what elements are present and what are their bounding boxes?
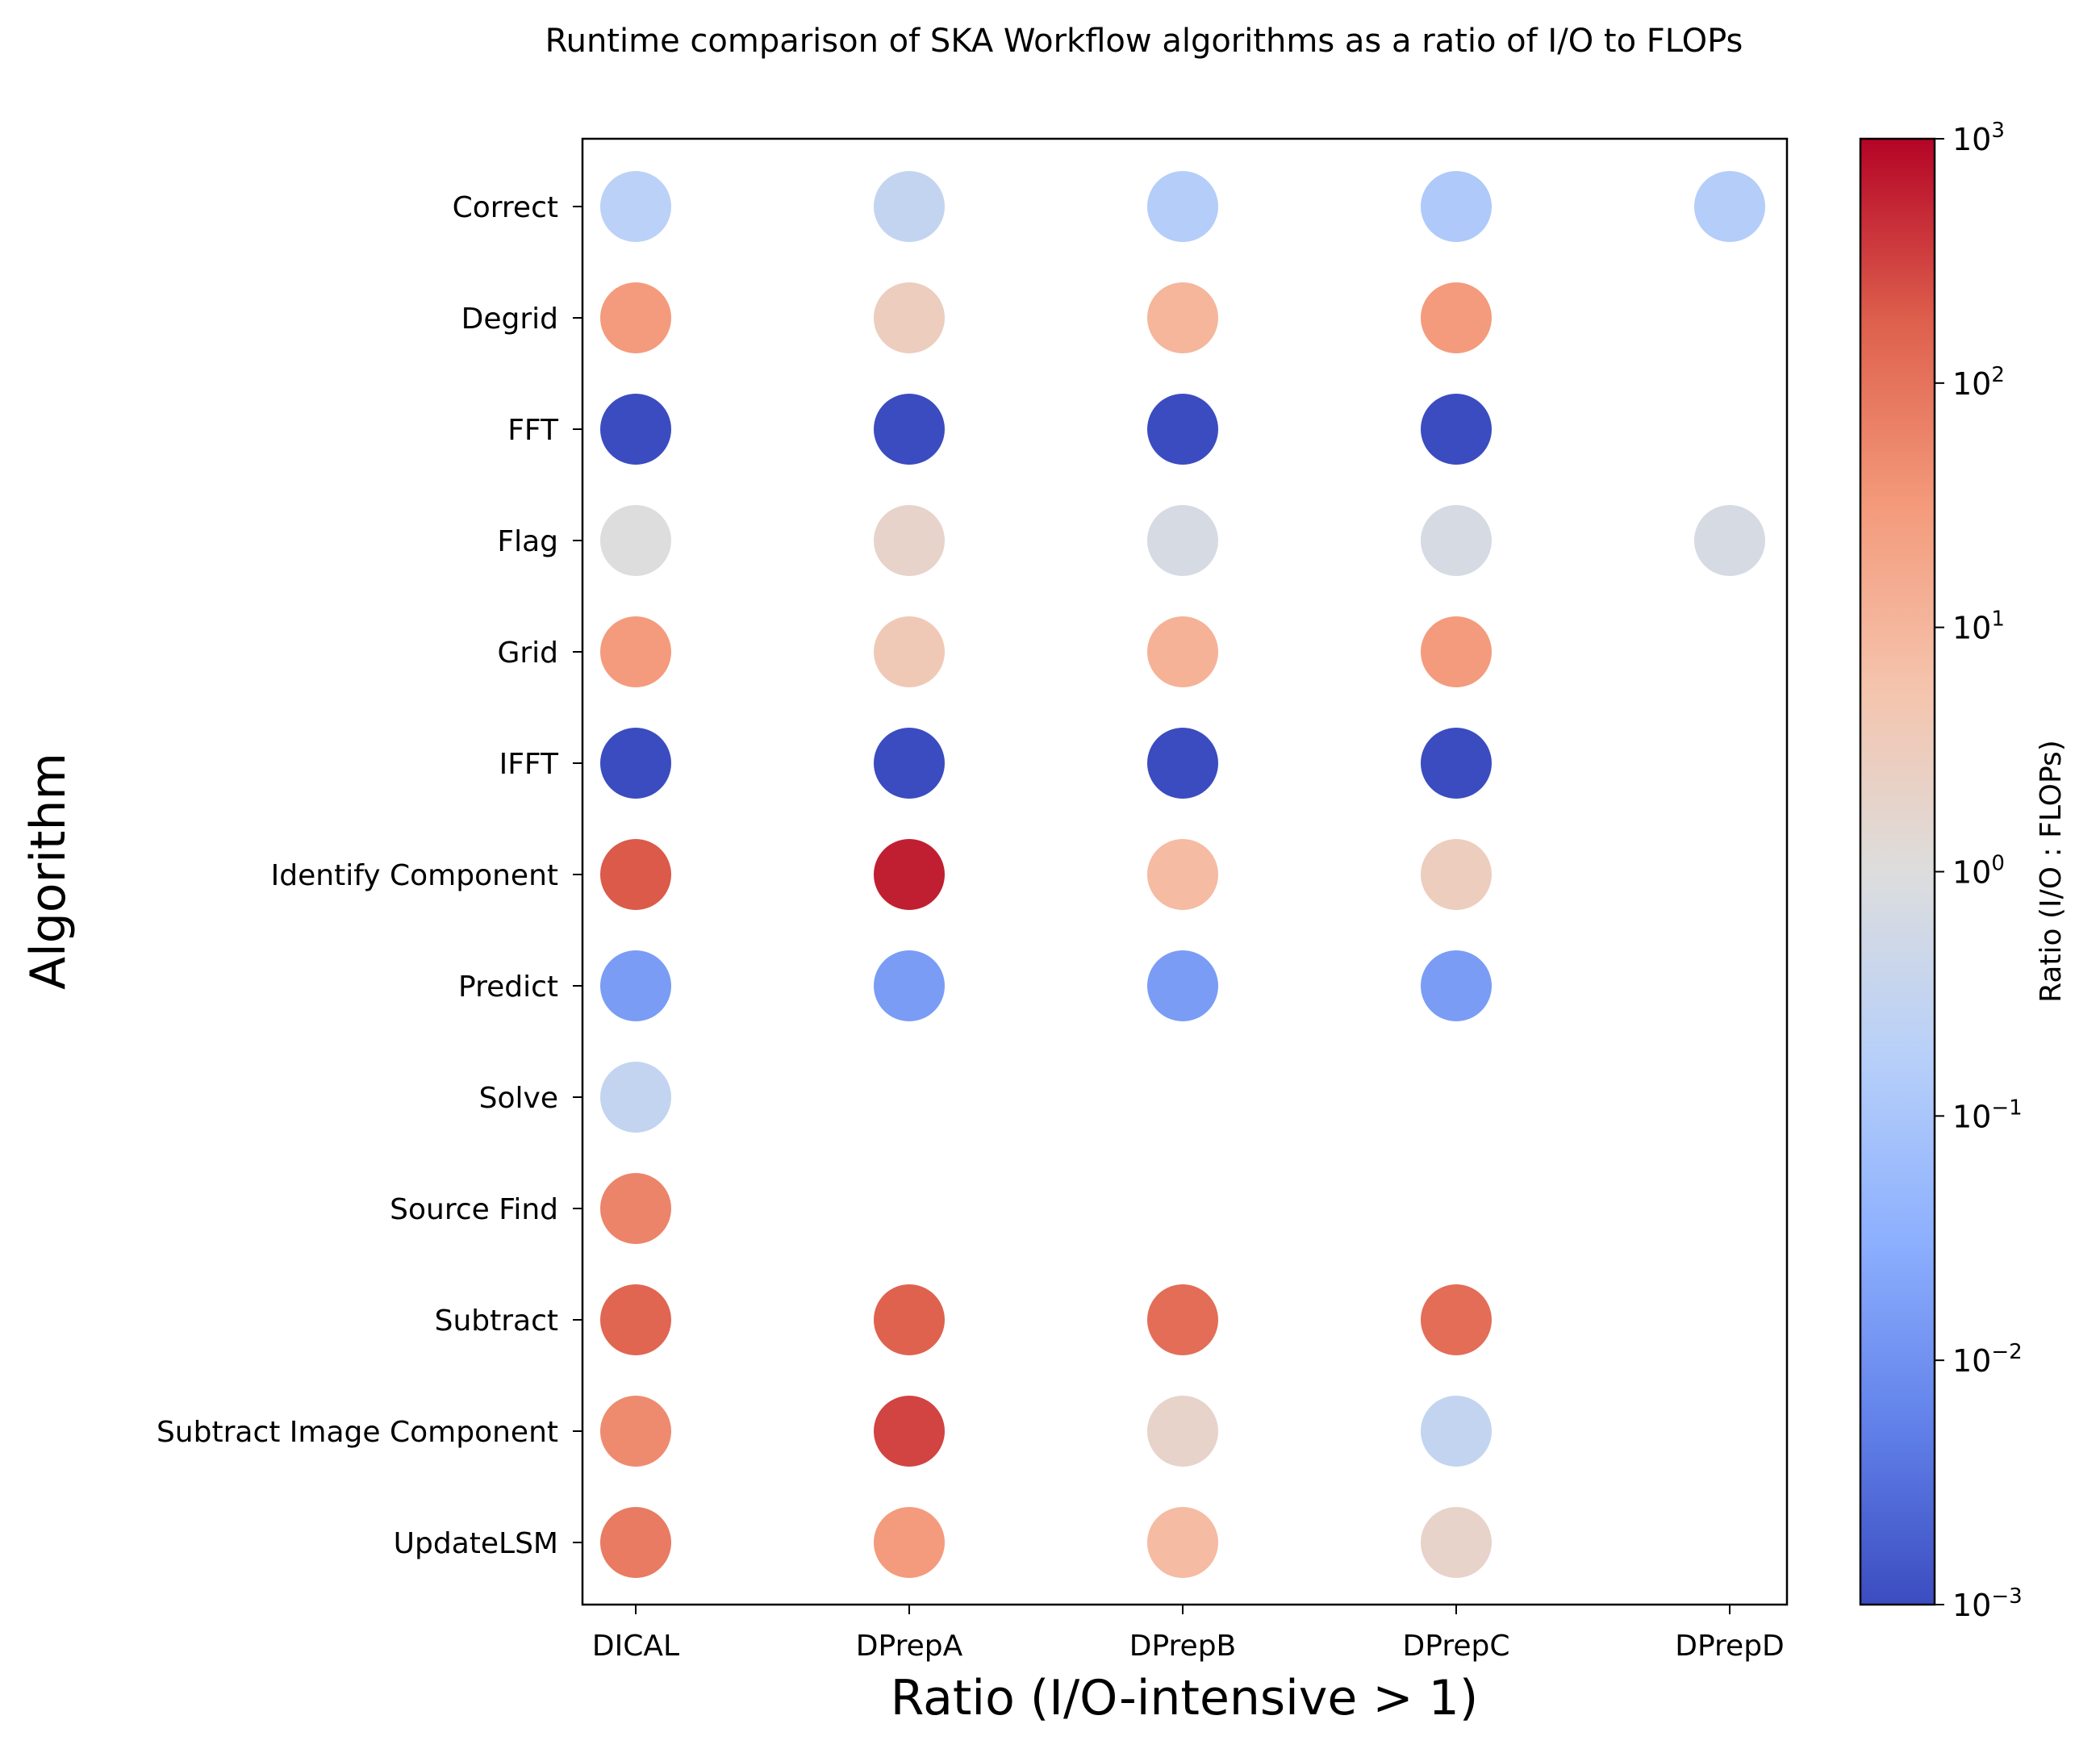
data-point (1421, 505, 1492, 576)
colorbar-ticks: 103 102 101 100 10−1 10−2 10−3 (1935, 119, 2023, 1623)
data-point (874, 282, 945, 353)
y-tick-label: Flag (497, 525, 558, 558)
data-point (1421, 171, 1492, 242)
data-point (1694, 505, 1765, 576)
data-point (1421, 282, 1492, 353)
data-point (1147, 171, 1218, 242)
data-point (1421, 728, 1492, 799)
x-tick-label: DICAL (592, 1630, 679, 1663)
y-tick-label: UpdateLSM (394, 1527, 558, 1560)
data-point (600, 505, 671, 576)
colorbar-tick-label: 10−3 (1952, 1584, 2023, 1623)
data-point (600, 1173, 671, 1244)
plot-area (600, 171, 1765, 1578)
y-tick-label: Degrid (461, 303, 558, 336)
data-point (1147, 1507, 1218, 1578)
data-point (874, 839, 945, 910)
y-tick-label: Correct (453, 191, 558, 224)
data-point (1147, 839, 1218, 910)
y-tick-label: Solve (479, 1082, 558, 1115)
data-point (874, 505, 945, 576)
y-tick-label: Predict (458, 971, 558, 1004)
data-point (1147, 505, 1218, 576)
data-point (874, 1396, 945, 1467)
data-point (874, 950, 945, 1021)
data-point (874, 1507, 945, 1578)
y-tick-label: Identify Component (271, 859, 558, 892)
data-point (600, 1284, 671, 1355)
colorbar-tick-label: 102 (1952, 363, 2005, 402)
colorbar: 103 102 101 100 10−1 10−2 10−3 Ratio (I/O : FL… (1859, 119, 2068, 1623)
data-point (874, 616, 945, 687)
data-point (1147, 394, 1218, 465)
data-point (1421, 950, 1492, 1021)
data-point (1421, 1396, 1492, 1467)
data-point (1147, 1396, 1218, 1467)
data-point (1147, 616, 1218, 687)
x-axis-label: Ratio (I/O-intensive > 1) (891, 1670, 1479, 1726)
data-point (600, 394, 671, 465)
colorbar-tick-label: 101 (1952, 607, 2005, 646)
y-tick-label: Subtract (435, 1304, 558, 1338)
data-point (600, 1062, 671, 1133)
x-tick-label: DPrepC (1403, 1630, 1510, 1663)
data-point (874, 394, 945, 465)
colorbar-tick-label: 10−2 (1952, 1340, 2023, 1379)
colorbar-tick-label: 10−1 (1952, 1096, 2023, 1134)
data-point (1147, 282, 1218, 353)
x-tick-label: DPrepB (1129, 1630, 1237, 1663)
data-point (1421, 1507, 1492, 1578)
colorbar-gradient (1860, 139, 1935, 1605)
colorbar-tick-label: 100 (1952, 852, 2005, 891)
data-point (600, 950, 671, 1021)
data-point (1147, 728, 1218, 799)
data-point (600, 616, 671, 687)
data-point (600, 171, 671, 242)
y-tick-label: FFT (507, 414, 559, 447)
data-point (1694, 171, 1765, 242)
data-point (874, 1284, 945, 1355)
y-tick-label: Grid (497, 637, 558, 670)
data-point (600, 839, 671, 910)
y-tick-label: IFFT (499, 748, 559, 781)
data-point (600, 282, 671, 353)
chart-title: Runtime comparison of SKA Workflow algor… (545, 23, 1743, 60)
y-tick-label: Subtract Image Component (157, 1416, 558, 1449)
x-axis: DICAL DPrepA DPrepB DPrepC DPrepD (592, 1605, 1785, 1663)
data-point (1421, 616, 1492, 687)
data-point (1147, 950, 1218, 1021)
data-point (1147, 1284, 1218, 1355)
x-tick-label: DPrepD (1675, 1630, 1785, 1663)
plot-frame (581, 137, 1789, 1606)
colorbar-label: Ratio (I/O : FLOPs) (2035, 740, 2068, 1003)
data-point (874, 728, 945, 799)
x-tick-label: DPrepA (856, 1630, 963, 1663)
data-point (1421, 394, 1492, 465)
data-point (874, 171, 945, 242)
data-point (600, 728, 671, 799)
data-point (1421, 1284, 1492, 1355)
colorbar-tick-label: 103 (1952, 119, 2005, 157)
data-point (1421, 839, 1492, 910)
y-axis: Correct Degrid FFT Flag Grid IFFT Identify Com… (157, 191, 582, 1560)
data-point (600, 1396, 671, 1467)
data-point (600, 1507, 671, 1578)
y-axis-label: Algorithm (20, 753, 77, 990)
y-tick-label: Source Find (390, 1193, 558, 1226)
